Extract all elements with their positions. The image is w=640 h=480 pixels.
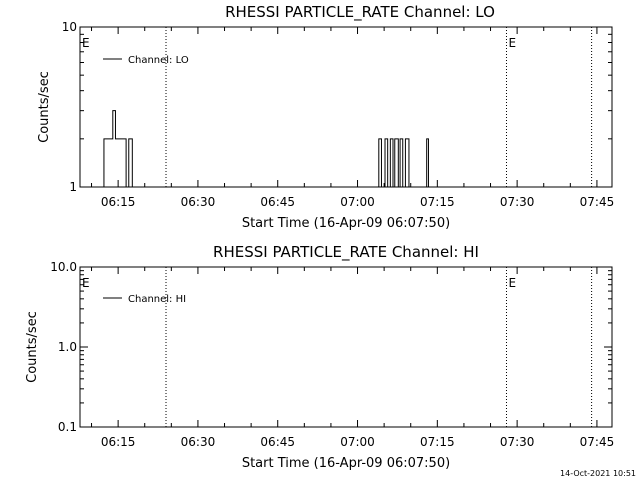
lo-channel-panel: RHESSI PARTICLE_RATE Channel: LO Start T… xyxy=(37,3,614,231)
lo-x-tick-label: 07:00 xyxy=(340,195,375,209)
lo-chart-title: RHESSI PARTICLE_RATE Channel: LO xyxy=(225,3,495,22)
hi-plot-frame xyxy=(79,266,613,428)
lo-event-marker: E xyxy=(82,36,90,50)
lo-legend: Channel: LO xyxy=(103,55,189,66)
hi-y-tick-label: 1.0 xyxy=(58,340,77,354)
hi-chart-title: RHESSI PARTICLE_RATE Channel: HI xyxy=(213,243,479,262)
hi-legend: Channel: HI xyxy=(103,294,186,305)
hi-x-tick-label: 06:30 xyxy=(181,435,216,449)
hi-x-tick-label: 07:15 xyxy=(420,435,455,449)
hi-event-marker: E xyxy=(82,276,90,290)
hi-x-tick-label: 07:00 xyxy=(340,435,375,449)
lo-x-tick-label: 07:30 xyxy=(500,195,535,209)
hi-y-axis-label: Counts/sec xyxy=(25,311,40,383)
hi-y-tick-label: 0.1 xyxy=(58,420,77,434)
hi-x-axis-label: Start Time (16-Apr-09 06:07:50) xyxy=(242,456,450,471)
hi-x-tick-label: 07:30 xyxy=(500,435,535,449)
lo-legend-label: Channel: LO xyxy=(128,55,189,66)
hi-legend-label: Channel: HI xyxy=(128,294,186,305)
hi-x-tick-label: 07:45 xyxy=(580,435,615,449)
hi-event-marker: E xyxy=(508,276,516,290)
footer-timestamp: 14-Oct-2021 10:51 xyxy=(560,469,636,478)
lo-event-marker: E xyxy=(508,36,516,50)
hi-channel-panel: RHESSI PARTICLE_RATE Channel: HI Start T… xyxy=(25,243,614,471)
hi-x-tick-label: 06:45 xyxy=(260,435,295,449)
lo-y-tick-label: 10 xyxy=(62,20,77,34)
lo-x-tick-label: 07:15 xyxy=(420,195,455,209)
lo-x-axis-label: Start Time (16-Apr-09 06:07:50) xyxy=(242,216,450,231)
lo-y-axis-label: Counts/sec xyxy=(37,71,52,143)
lo-plot-frame xyxy=(79,26,613,188)
lo-x-tick-label: 06:15 xyxy=(101,195,136,209)
hi-x-tick-label: 06:15 xyxy=(101,435,136,449)
lo-series-line xyxy=(100,110,429,188)
hi-y-tick-label: 10.0 xyxy=(50,260,77,274)
lo-x-tick-label: 07:45 xyxy=(580,195,615,209)
lo-x-tick-label: 06:45 xyxy=(260,195,295,209)
lo-x-tick-label: 06:30 xyxy=(181,195,216,209)
lo-y-tick-label: 1 xyxy=(69,180,77,194)
